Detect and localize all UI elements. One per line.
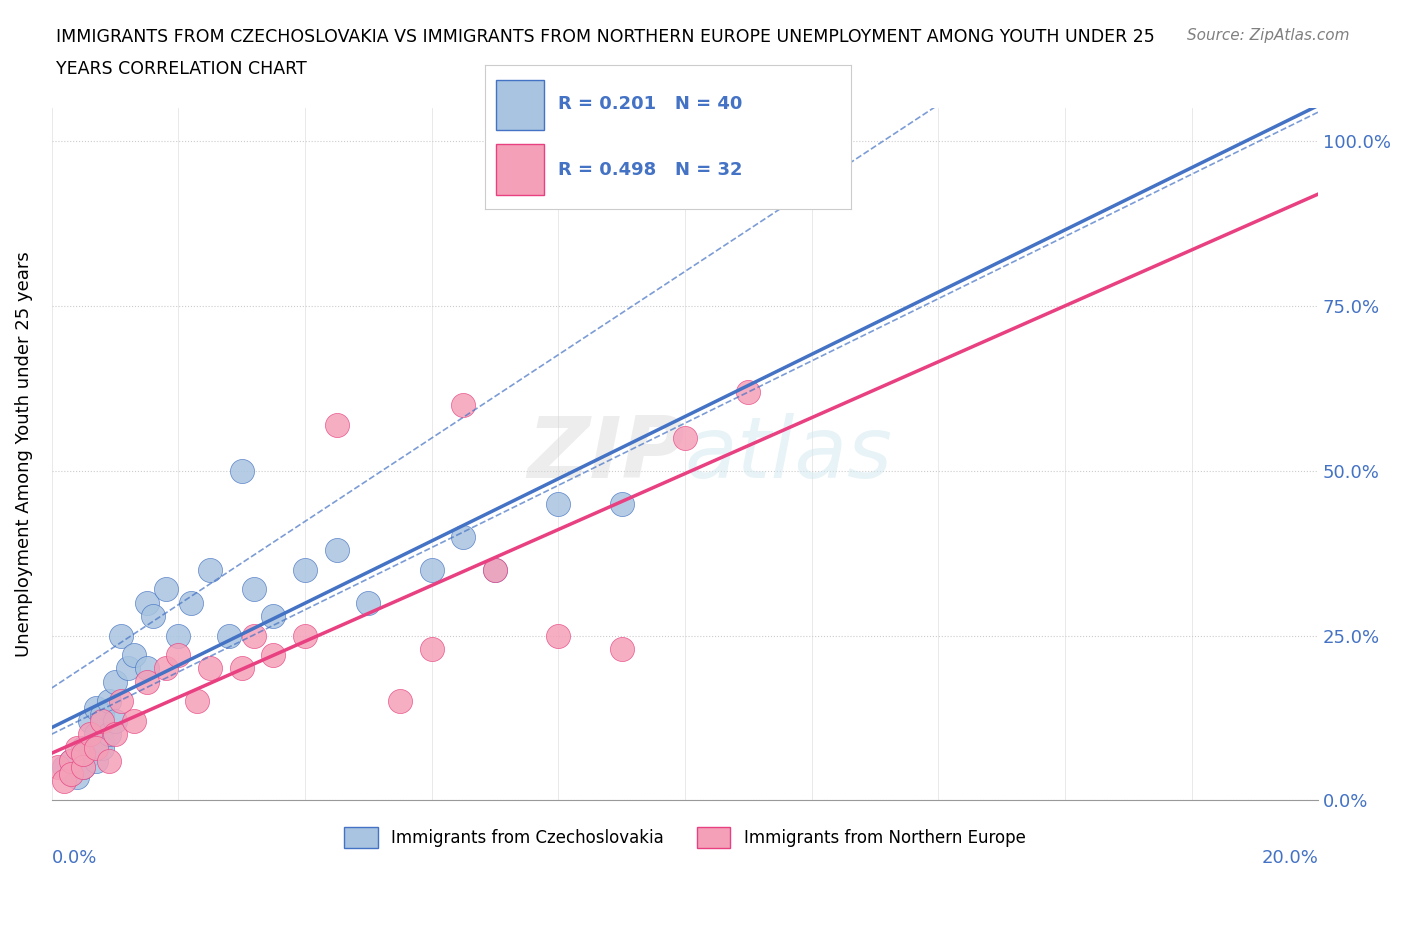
Point [610, 497, 633, 512]
Point [59, 766, 82, 781]
Point [104, 727, 127, 742]
Point [325, 417, 347, 432]
Point [357, 595, 380, 610]
Text: R = 0.201   N = 40: R = 0.201 N = 40 [558, 95, 742, 113]
Point [110, 628, 132, 643]
Point [97, 694, 120, 709]
FancyBboxPatch shape [496, 79, 544, 130]
Point [231, 661, 253, 676]
Point [84, 727, 107, 742]
Point [453, 397, 475, 412]
Point [135, 595, 157, 610]
Point [484, 562, 506, 577]
Point [155, 661, 177, 676]
Point [72, 760, 94, 775]
Point [59, 753, 82, 768]
Text: atlas: atlas [685, 413, 893, 496]
Point [294, 562, 316, 577]
Point [46, 760, 69, 775]
Point [167, 628, 190, 643]
Point [79, 747, 101, 762]
Point [673, 431, 696, 445]
Point [59, 753, 82, 768]
Point [91, 734, 114, 749]
Point [135, 661, 157, 676]
Point [484, 562, 506, 577]
Point [388, 694, 411, 709]
Point [84, 740, 107, 755]
Point [53, 760, 76, 775]
Text: IMMIGRANTS FROM CZECHOSLOVAKIA VS IMMIGRANTS FROM NORTHERN EUROPE UNEMPLOYMENT A: IMMIGRANTS FROM CZECHOSLOVAKIA VS IMMIGR… [56, 28, 1154, 46]
Point [84, 753, 107, 768]
FancyBboxPatch shape [496, 144, 544, 195]
Point [167, 648, 190, 663]
Point [243, 582, 266, 597]
Point [104, 674, 127, 689]
Point [53, 773, 76, 788]
Point [737, 384, 759, 399]
Point [91, 740, 114, 755]
Point [231, 463, 253, 478]
Text: R = 0.498   N = 32: R = 0.498 N = 32 [558, 161, 742, 179]
Point [547, 497, 569, 512]
Point [122, 648, 145, 663]
Point [91, 707, 114, 722]
Point [142, 608, 165, 623]
Text: 20.0%: 20.0% [1261, 849, 1319, 867]
Text: Source: ZipAtlas.com: Source: ZipAtlas.com [1187, 28, 1350, 43]
Point [72, 740, 94, 755]
Point [104, 714, 127, 729]
Point [91, 714, 114, 729]
Point [420, 642, 443, 657]
Point [135, 674, 157, 689]
Point [262, 648, 284, 663]
Point [79, 714, 101, 729]
Point [155, 582, 177, 597]
Point [97, 727, 120, 742]
Point [84, 700, 107, 715]
Point [198, 562, 221, 577]
Point [186, 694, 208, 709]
Point [218, 628, 240, 643]
Point [122, 714, 145, 729]
Point [547, 628, 569, 643]
Point [66, 770, 89, 785]
Text: YEARS CORRELATION CHART: YEARS CORRELATION CHART [56, 60, 307, 78]
Point [294, 628, 316, 643]
Point [97, 753, 120, 768]
Point [180, 595, 202, 610]
Text: 0.0%: 0.0% [52, 849, 97, 867]
Point [79, 727, 101, 742]
Point [610, 642, 633, 657]
Point [66, 740, 89, 755]
Point [420, 562, 443, 577]
Point [117, 661, 139, 676]
Point [110, 694, 132, 709]
Point [325, 542, 347, 557]
Point [72, 760, 94, 775]
Point [59, 766, 82, 781]
Point [453, 529, 475, 544]
Text: ZIP: ZIP [527, 413, 685, 496]
Y-axis label: Unemployment Among Youth under 25 years: Unemployment Among Youth under 25 years [15, 251, 32, 658]
Point [72, 747, 94, 762]
Point [198, 661, 221, 676]
Point [262, 608, 284, 623]
Point [243, 628, 266, 643]
Legend: Immigrants from Czechoslovakia, Immigrants from Northern Europe: Immigrants from Czechoslovakia, Immigran… [337, 820, 1032, 855]
